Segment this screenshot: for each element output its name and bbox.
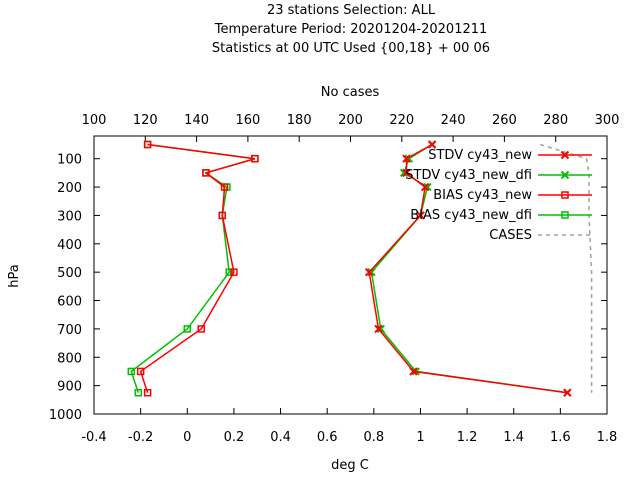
x-tick-label: 1.6: [550, 430, 571, 445]
y-tick-label: 300: [57, 209, 82, 224]
data-point-square: [143, 140, 152, 149]
x-tick-label: 0.4: [270, 430, 291, 445]
y-tick-label: 600: [57, 295, 82, 310]
y-tick-label: 700: [57, 323, 82, 338]
data-point-square: [251, 154, 259, 163]
data-point-square: [225, 268, 233, 276]
x2-tick-label: 240: [441, 113, 466, 128]
data-point-x: [427, 140, 437, 149]
x-tick-label: -0.2: [128, 430, 153, 445]
x-tick-label: 1: [416, 430, 424, 445]
data-point-square: [183, 325, 192, 333]
chart-title-line-2: Temperature Period: 20201204-20201211: [214, 22, 488, 37]
chart-title-line-1: 23 stations Selection: ALL: [267, 3, 436, 18]
y-tick-label: 200: [57, 181, 82, 196]
data-point-square: [230, 268, 238, 276]
x2-tick-label: 300: [595, 113, 620, 128]
data-point-x: [409, 367, 418, 376]
data-point-x: [420, 182, 430, 192]
legend-label: STDV cy43_new_dfi: [405, 168, 532, 183]
data-point-square: [561, 211, 569, 219]
data-point-x: [563, 388, 572, 397]
legend-label: BIAS cy43_new: [433, 188, 532, 203]
x-tick-label: 0.2: [224, 430, 245, 445]
x-tick-label: 0.8: [363, 430, 384, 445]
data-point-square: [197, 325, 206, 333]
data-point-square: [561, 191, 569, 199]
data-point-square: [134, 388, 143, 397]
x-tick-label: 0.6: [317, 430, 338, 445]
x2-axis-label: No cases: [321, 85, 380, 100]
series-line: [540, 143, 593, 393]
series-line: [139, 143, 256, 393]
x-tick-label: -0.4: [81, 430, 106, 445]
y-tick-label: 500: [57, 266, 82, 281]
data-point-square: [218, 211, 226, 220]
y-axis-label: hPa: [7, 264, 22, 287]
x2-tick-label: 140: [184, 113, 209, 128]
data-point-x: [560, 150, 570, 160]
data-point-x: [402, 168, 411, 178]
x2-tick-label: 180: [287, 113, 312, 128]
data-point-x: [374, 324, 383, 334]
data-point-square: [220, 183, 229, 191]
data-point-x: [560, 170, 570, 180]
legend-label: BIAS cy43_new_dfi: [410, 208, 532, 223]
x2-tick-label: 280: [543, 113, 568, 128]
y-tick-label: 900: [57, 380, 82, 395]
x2-tick-label: 260: [492, 113, 517, 128]
y-tick-label: 800: [57, 351, 82, 366]
data-point-square: [136, 367, 145, 376]
x2-tick-label: 100: [82, 113, 107, 128]
chart-title-line-3: Statistics at 00 UTC Used {00,18} + 00 0…: [212, 41, 490, 56]
axes: -0.4 -0.2 0 0.2 0.4 0.6 0.8 1 1.2 1.4 1.6 1.8 100 120…: [49, 113, 620, 445]
x2-tick-label: 220: [389, 113, 414, 128]
y-tick-label: 400: [57, 238, 82, 253]
y-tick-label: 1000: [49, 408, 82, 423]
data-point-x: [416, 211, 425, 220]
data-point-square: [143, 388, 152, 397]
legend: STDV cy43_new STDV cy43_new_dfi BIAS cy43_…: [405, 148, 592, 243]
y-tick-label: 100: [57, 153, 82, 168]
x-tick-label: 1.8: [597, 430, 618, 445]
data-point-square: [202, 169, 210, 177]
x2-tick-label: 160: [235, 113, 260, 128]
data-point-square: [127, 367, 136, 376]
x-tick-label: 1.4: [503, 430, 524, 445]
legend-label: CASES: [489, 228, 532, 243]
x2-tick-label: 200: [338, 113, 363, 128]
x-tick-label: 0: [183, 430, 191, 445]
x-tick-label: 1.2: [457, 430, 478, 445]
data-point-x: [364, 267, 374, 277]
legend-label: STDV cy43_new: [428, 148, 532, 163]
x2-tick-label: 120: [133, 113, 158, 128]
data-point-x: [402, 154, 411, 163]
x-axis-label: deg C: [331, 458, 369, 473]
